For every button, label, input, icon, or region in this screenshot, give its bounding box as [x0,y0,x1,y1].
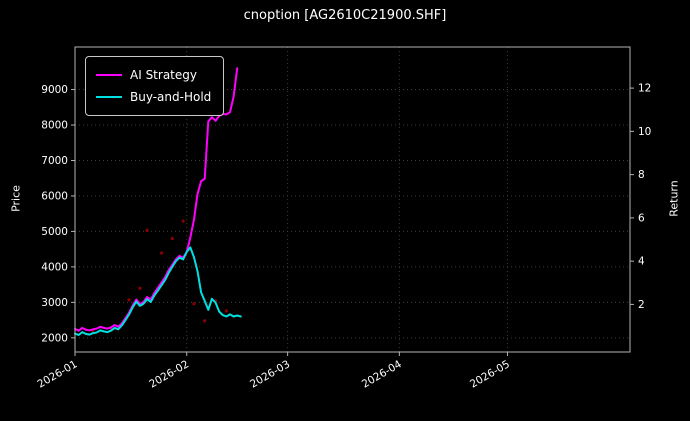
buy-and-hold-line-swatch [96,96,122,98]
series-line-buy-and-hold [74,246,242,336]
y-left-tick-label: 9000 [41,84,68,96]
x-tick-label: 2026-01 [36,358,80,390]
y-left-tick-label: 6000 [41,190,68,202]
x-tick-label: 2026-04 [360,358,404,390]
trade-marker-dot [159,251,164,255]
y-left-tick-label: 4000 [41,261,68,273]
legend-item-buy-and-hold: Buy-and-Hold [96,86,211,108]
ai-strategy-line-swatch [96,74,122,76]
legend-label-ai-strategy: AI Strategy [130,68,197,82]
trade-marker-dot [192,302,196,306]
trade-marker-dot [203,319,207,323]
legend-label-buy-and-hold: Buy-and-Hold [130,90,212,104]
legend: AI Strategy Buy-and-Hold [85,56,225,116]
y-left-tick-label: 2000 [41,332,68,344]
trade-marker-dot [181,219,185,223]
y-right-tick-label: 10 [638,126,651,138]
y-right-tick-label: 4 [638,256,645,268]
y-right-tick-label: 2 [638,299,645,311]
x-tick-label: 2026-05 [468,358,512,390]
x-tick-label: 2026-03 [248,358,292,390]
trade-marker-dot [145,228,149,232]
trade-marker-dot [138,286,142,290]
y-right-tick-label: 6 [638,212,645,224]
y-left-tick-label: 3000 [41,297,68,309]
series-line-ai-strategy [74,67,239,332]
y-left-tick-label: 8000 [41,120,68,132]
x-tick-label: 2026-02 [147,358,191,390]
y-right-tick-label: 8 [638,169,645,181]
y-right-tick-label: 12 [638,83,651,95]
y-left-tick-label: 7000 [41,155,68,167]
plot-border [74,46,631,353]
legend-item-ai-strategy: AI Strategy [96,64,211,86]
trade-marker-dot [127,298,131,302]
chart-title: cnoption [AG2610C21900.SHF] [243,8,447,23]
trade-marker-dot [224,309,228,313]
y-left-tick-label: 5000 [41,226,68,238]
trade-marker-dot [170,236,174,241]
